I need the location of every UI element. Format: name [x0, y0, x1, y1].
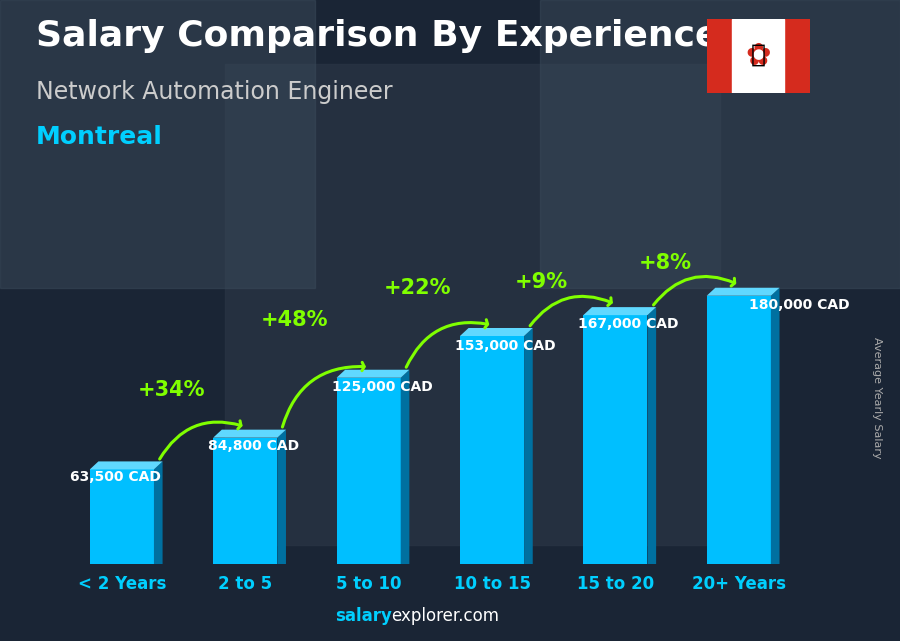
Text: explorer.com: explorer.com [392, 607, 500, 625]
Text: salary: salary [335, 607, 392, 625]
Bar [733, 19, 784, 93]
Polygon shape [524, 328, 533, 564]
Bar [540, 0, 900, 288]
Text: ✿: ✿ [745, 42, 771, 71]
Polygon shape [771, 288, 779, 564]
Bar [337, 378, 400, 564]
Text: 🍁: 🍁 [751, 42, 766, 66]
Polygon shape [277, 429, 286, 564]
Bar [784, 19, 810, 93]
Text: Salary Comparison By Experience: Salary Comparison By Experience [36, 19, 719, 53]
Bar [0, 0, 315, 288]
Text: +8%: +8% [638, 253, 691, 273]
Text: 125,000 CAD: 125,000 CAD [331, 379, 432, 394]
Text: Montreal: Montreal [36, 125, 163, 149]
Text: 63,500 CAD: 63,500 CAD [70, 470, 161, 484]
Text: 153,000 CAD: 153,000 CAD [455, 338, 555, 353]
Polygon shape [647, 307, 656, 564]
Polygon shape [583, 307, 656, 315]
Text: +34%: +34% [138, 380, 205, 400]
Text: +48%: +48% [261, 310, 328, 329]
Polygon shape [337, 370, 410, 378]
Text: 84,800 CAD: 84,800 CAD [208, 439, 300, 453]
Bar [225, 64, 720, 545]
Text: +9%: +9% [515, 272, 568, 292]
Bar [90, 469, 154, 564]
Bar [460, 336, 524, 564]
Bar [706, 19, 733, 93]
Text: 180,000 CAD: 180,000 CAD [749, 298, 850, 312]
Bar [583, 315, 647, 564]
Text: Network Automation Engineer: Network Automation Engineer [36, 80, 392, 104]
Polygon shape [460, 328, 533, 336]
Text: Average Yearly Salary: Average Yearly Salary [872, 337, 883, 458]
Polygon shape [90, 462, 163, 469]
Polygon shape [706, 288, 779, 296]
Polygon shape [154, 462, 163, 564]
Bar [213, 438, 277, 564]
Polygon shape [400, 370, 410, 564]
Polygon shape [213, 429, 286, 438]
Text: +22%: +22% [384, 278, 452, 298]
Bar [706, 296, 771, 564]
Text: 167,000 CAD: 167,000 CAD [579, 317, 679, 331]
